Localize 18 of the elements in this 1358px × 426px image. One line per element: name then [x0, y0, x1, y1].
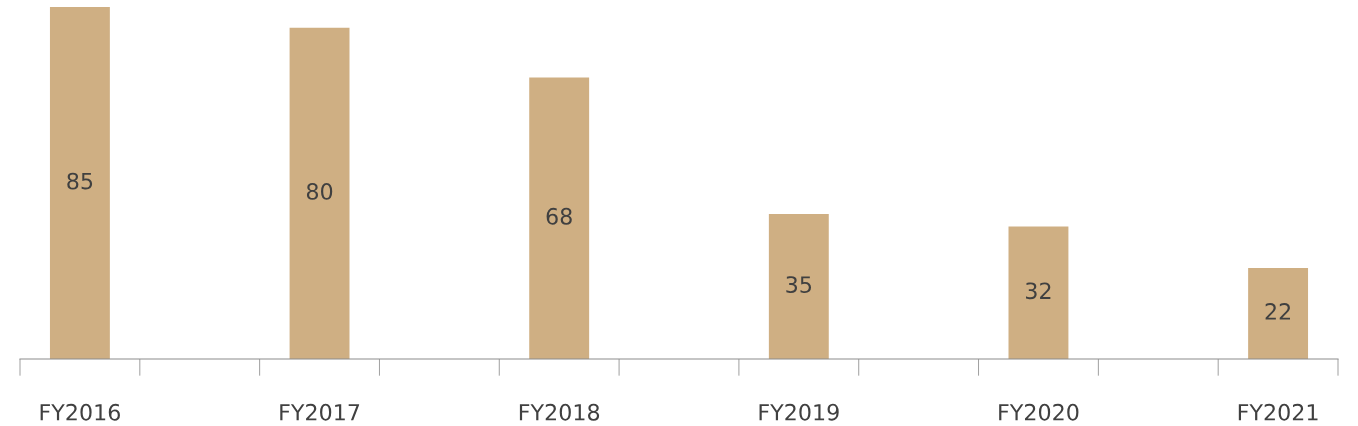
- x-tick-label: FY2019: [759, 403, 839, 421]
- bar: [529, 77, 590, 359]
- data-label: 85: [67, 172, 93, 190]
- x-tick-label: FY2018: [519, 403, 600, 421]
- data-label: 35: [786, 276, 812, 293]
- bar: [1008, 226, 1069, 359]
- data-label: 68: [546, 207, 572, 225]
- bar: [289, 27, 350, 359]
- x-tick-label: FY2017: [280, 403, 360, 421]
- data-label: 80: [306, 183, 333, 200]
- x-tick-label: FY2021: [1238, 403, 1318, 421]
- x-tick-label: FY2016: [40, 403, 120, 421]
- data-label: 32: [1026, 282, 1051, 300]
- x-tick-label: FY2020: [999, 403, 1079, 421]
- bar: [1248, 267, 1309, 359]
- bar: [49, 7, 110, 359]
- bar: [768, 214, 829, 359]
- data-label: 22: [1265, 303, 1290, 320]
